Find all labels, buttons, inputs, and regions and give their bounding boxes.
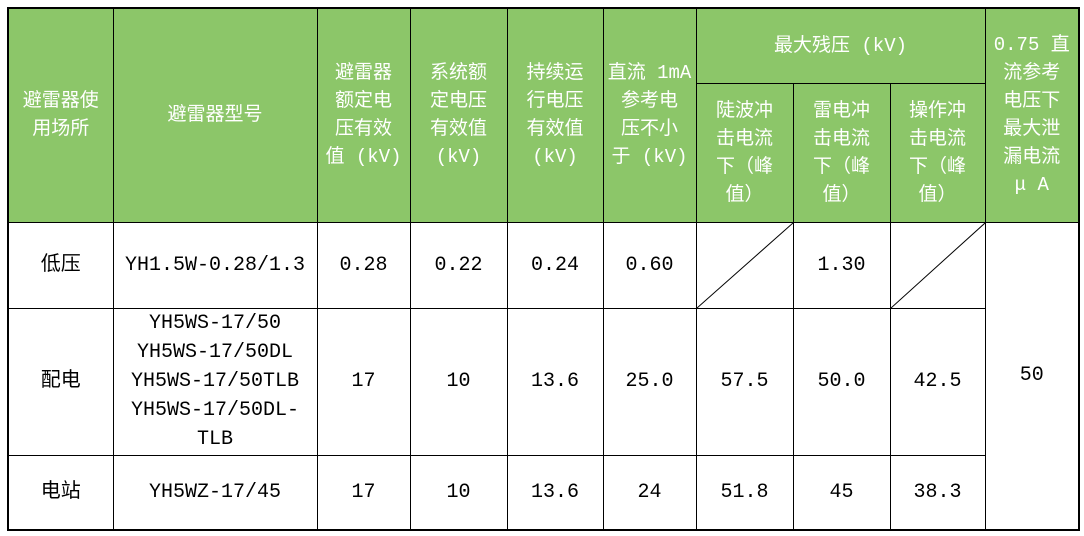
header-row-sub: 陡波冲 击电流 下（峰 值） 雷电冲 击电流 下（峰 值） 操作冲 击电流 下（… [8, 82, 1079, 223]
cell-usage: 配电 [7, 307, 114, 456]
cell-continuous-voltage: 13.6 [506, 454, 604, 531]
table-row-distribution: 配电 YH5WS-17/50 YH5WS-17/50DL YH5WS-17/50… [7, 307, 1079, 456]
cell-usage: 低压 [7, 221, 114, 309]
cell-rated-voltage: 17 [316, 454, 411, 531]
cell-dc-reference: 0.60 [602, 221, 697, 309]
table-row-station: 电站 YH5WZ-17/45 17 10 13.6 24 51.8 45 38.… [7, 454, 1079, 531]
cell-model: YH5WZ-17/45 [112, 454, 318, 531]
cell-operating-impulse-na [889, 221, 986, 309]
cell-rated-voltage: 0.28 [316, 221, 411, 309]
diagonal-slash-icon [891, 223, 985, 308]
cell-continuous-voltage: 0.24 [506, 221, 604, 309]
header-steep-wave-impulse: 陡波冲 击电流 下（峰 值） [695, 82, 794, 223]
cell-model: YH1.5W-0.28/1.3 [112, 221, 318, 309]
arrester-spec-table: 避雷器使 用场所 避雷器型号 避雷器 额定电 压有效 值 (kV) 系统额 定电… [7, 7, 1081, 531]
header-lightning-impulse: 雷电冲 击电流 下（峰 值） [792, 82, 891, 223]
cell-lightning-impulse: 45 [792, 454, 891, 531]
diagonal-slash-icon [697, 223, 793, 308]
cell-rated-voltage: 17 [316, 307, 411, 456]
cell-steep-wave-na [695, 221, 794, 309]
cell-system-voltage: 10 [409, 307, 508, 456]
cell-lightning-impulse: 50.0 [792, 307, 891, 456]
header-operating-impulse: 操作冲 击电流 下（峰 值） [889, 82, 986, 223]
header-leakage-current: 0.75 直 流参考 电压下 最大泄 漏电流 μ A [984, 7, 1080, 223]
cell-operating-impulse: 42.5 [889, 307, 986, 456]
header-arrester-model: 避雷器型号 [112, 7, 318, 223]
cell-system-voltage: 10 [409, 454, 508, 531]
header-arrester-rated-voltage: 避雷器 额定电 压有效 值 (kV) [316, 7, 411, 223]
cell-operating-impulse: 38.3 [889, 454, 986, 531]
header-continuous-operating-voltage: 持续运 行电压 有效值 (kV) [506, 7, 604, 223]
header-dc-1ma-reference-voltage: 直流 1mA 参考电 压不小 于 (kV) [602, 7, 697, 223]
table-row-low-voltage: 低压 YH1.5W-0.28/1.3 0.28 0.22 0.24 0.60 1… [7, 221, 1080, 531]
cell-steep-wave-impulse: 51.8 [695, 454, 794, 531]
cell-usage: 电站 [7, 454, 114, 531]
header-system-rated-voltage: 系统额 定电压 有效值 (kV) [409, 7, 508, 223]
cell-lightning-impulse: 1.30 [792, 221, 891, 309]
cell-continuous-voltage: 13.6 [506, 307, 604, 456]
cell-system-voltage: 0.22 [409, 221, 508, 309]
header-row-top: 避雷器使 用场所 避雷器型号 避雷器 额定电 压有效 值 (kV) 系统额 定电… [7, 7, 1080, 223]
cell-leakage-current: 50 [984, 221, 1080, 531]
header-usage-location: 避雷器使 用场所 [7, 7, 114, 223]
header-max-residual-voltage: 最大残压 (kV) [695, 7, 986, 84]
cell-steep-wave-impulse: 57.5 [695, 307, 794, 456]
cell-model: YH5WS-17/50 YH5WS-17/50DL YH5WS-17/50TLB… [112, 307, 318, 456]
cell-dc-reference: 24 [602, 454, 697, 531]
cell-dc-reference: 25.0 [602, 307, 697, 456]
